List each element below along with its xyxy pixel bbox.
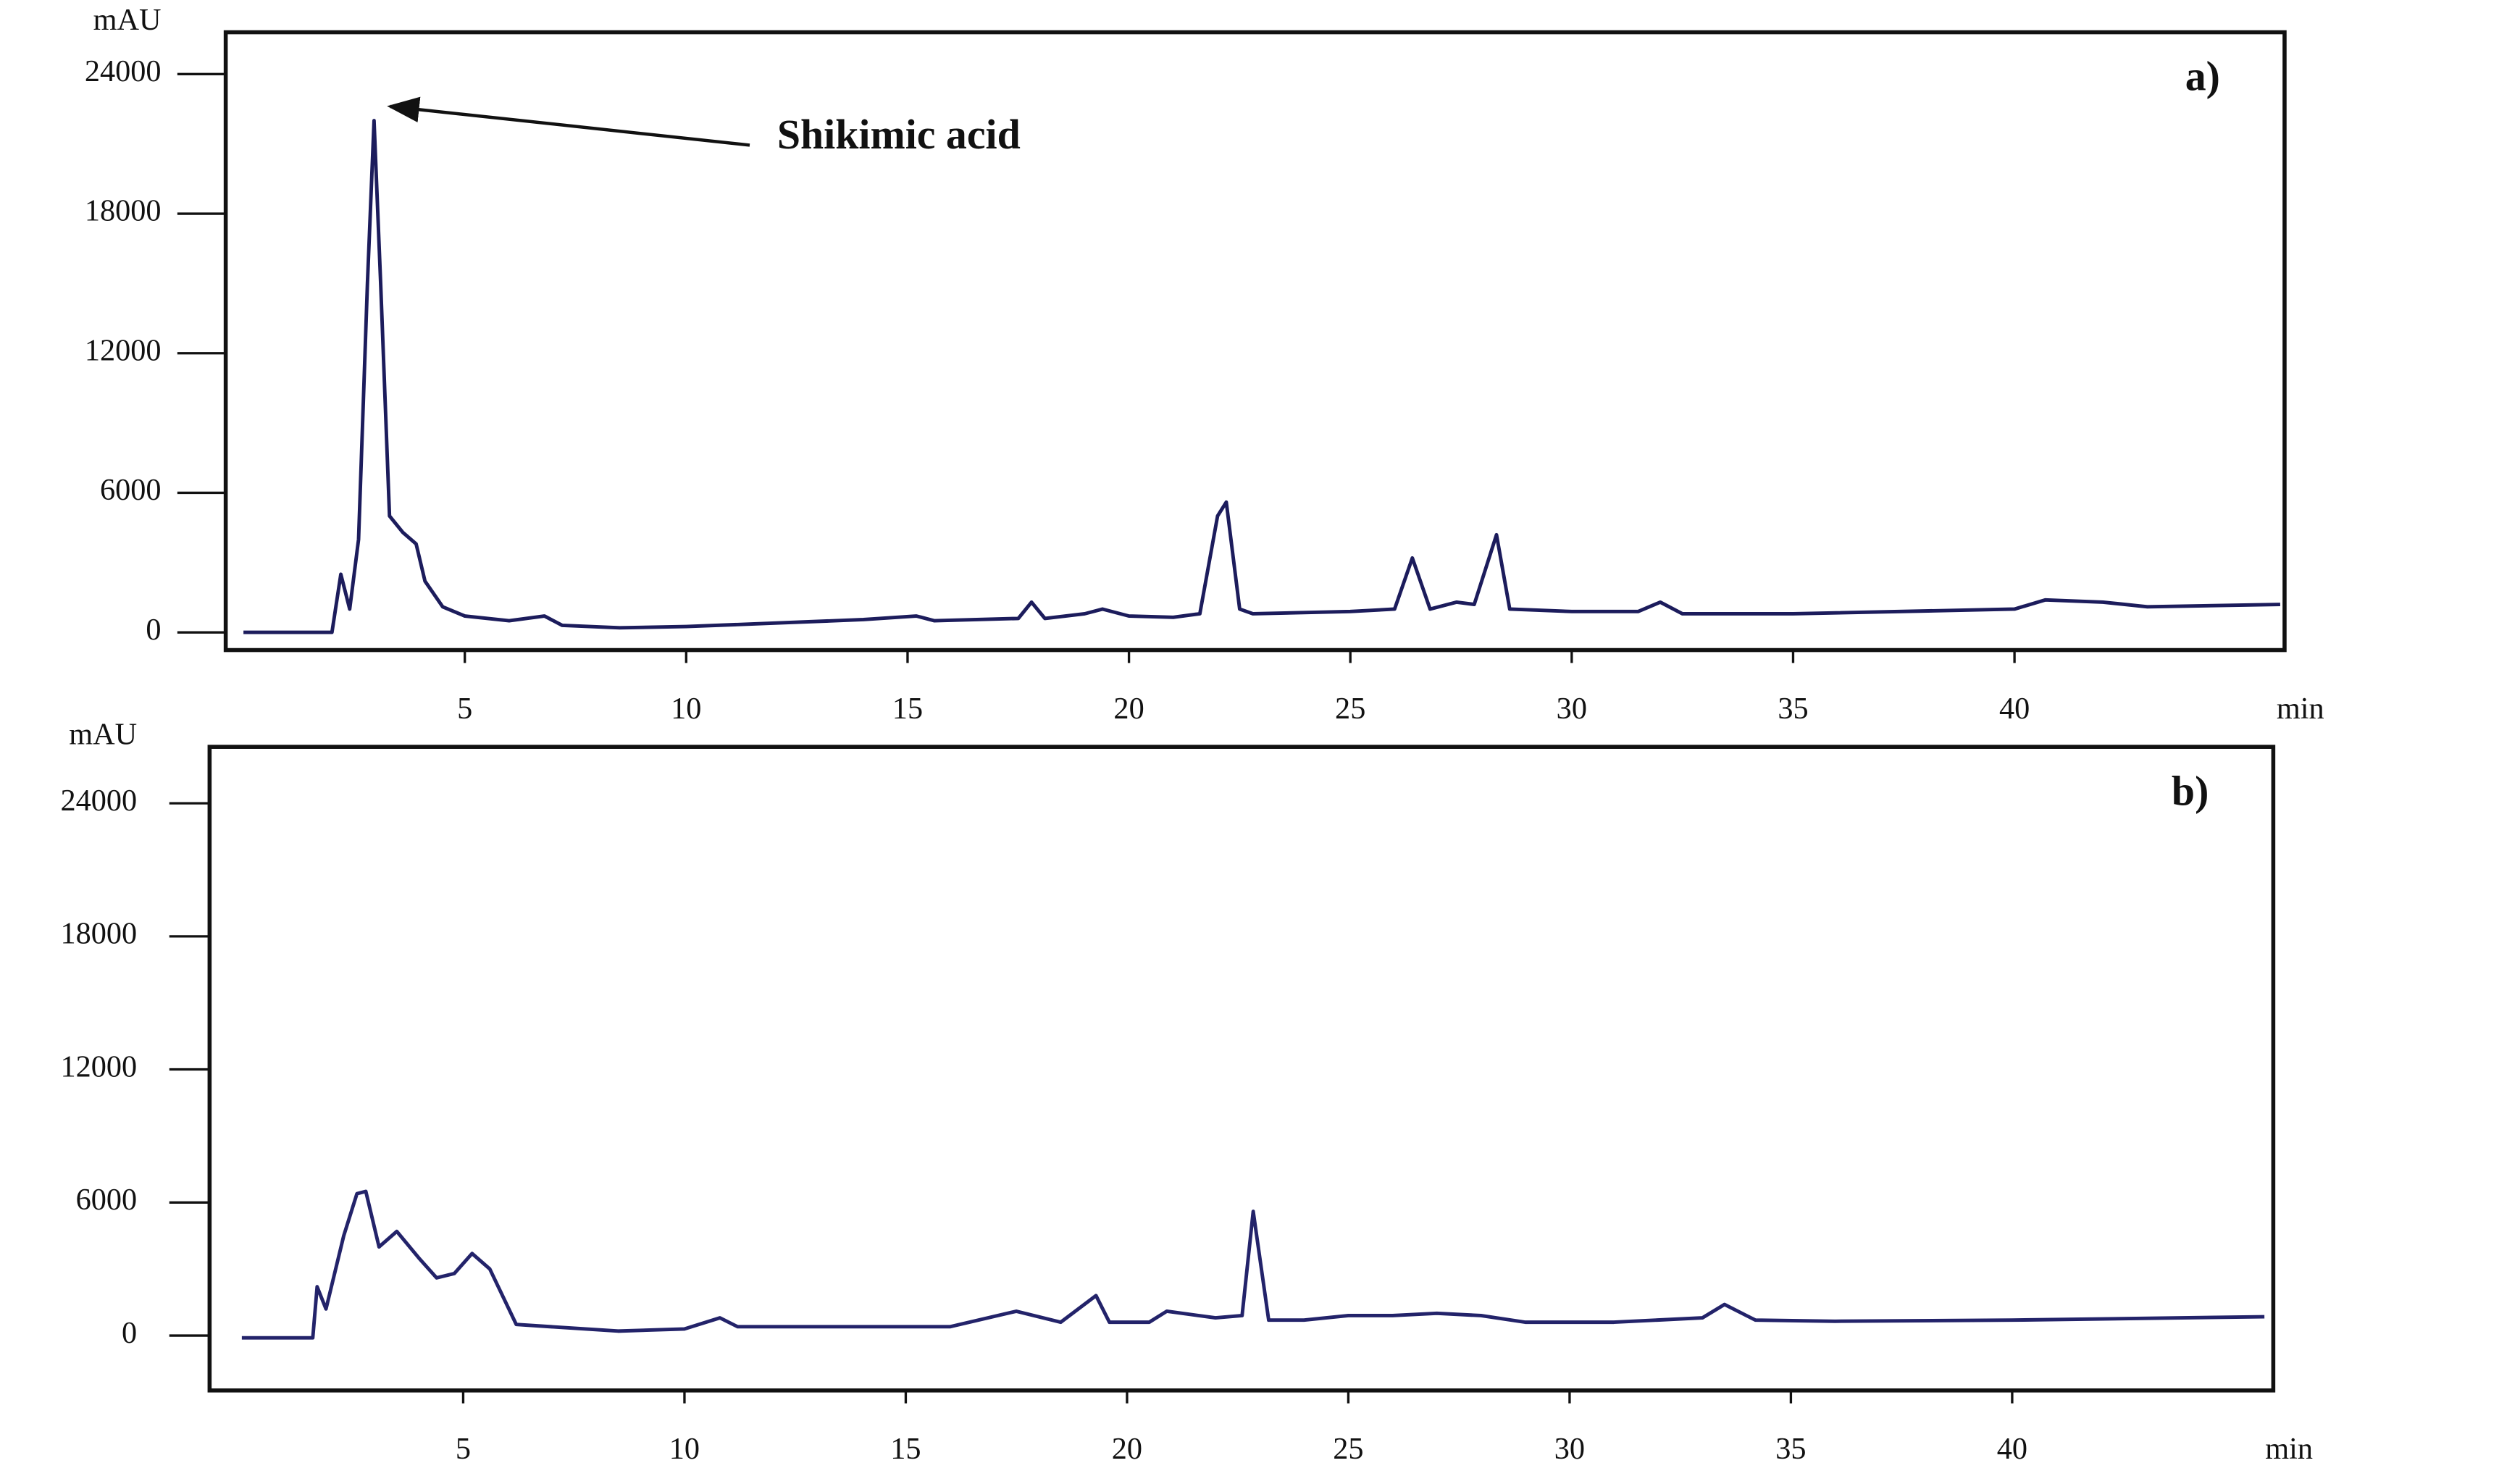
y-tick-label: 12000 <box>85 333 162 367</box>
chromatogram-line <box>243 119 2281 634</box>
plot-frame <box>207 745 2276 1393</box>
annotation: Shikimic acid <box>777 111 1021 158</box>
x-tick-label: 20 <box>1112 1432 1142 1466</box>
x-tick-label: 30 <box>1554 1432 1585 1466</box>
y-axis-title: mAU <box>69 718 137 752</box>
y-tick-label: 6000 <box>76 1183 138 1217</box>
y-tick-label: 0 <box>146 613 161 647</box>
x-tick-label: 20 <box>1113 692 1144 726</box>
y-tick-label: 18000 <box>85 194 162 228</box>
y-tick-label: 24000 <box>60 784 137 818</box>
panel-label: a) <box>2185 53 2220 100</box>
x-tick-label: 5 <box>457 692 472 726</box>
y-tick-label: 12000 <box>60 1049 137 1083</box>
x-tick-label: 25 <box>1333 1432 1363 1466</box>
x-tick-label: 35 <box>1778 692 1808 726</box>
chromatogram-line <box>241 1189 2265 1340</box>
x-axis-title: min <box>2277 692 2324 726</box>
y-tick-label: 6000 <box>100 473 162 507</box>
y-tick-label: 0 <box>122 1316 137 1350</box>
y-axis-title: mAU <box>93 3 162 37</box>
plot-frame <box>223 30 2287 653</box>
x-tick-label: 40 <box>1999 692 2030 726</box>
x-tick-label: 10 <box>671 692 701 726</box>
annotation-arrow <box>387 96 750 147</box>
x-tick-label: 30 <box>1557 692 1587 726</box>
y-tick-label: 24000 <box>85 54 162 88</box>
x-tick-label: 5 <box>456 1432 471 1466</box>
panel-label: b) <box>2172 767 2209 814</box>
x-tick-label: 35 <box>1775 1432 1806 1466</box>
x-tick-label: 10 <box>669 1432 700 1466</box>
x-tick-label: 15 <box>890 1432 921 1466</box>
x-tick-label: 40 <box>1997 1432 2027 1466</box>
x-axis-title: min <box>2265 1432 2313 1466</box>
y-tick-label: 18000 <box>60 917 137 951</box>
x-tick-label: 15 <box>892 692 923 726</box>
x-tick-label: 25 <box>1335 692 1365 726</box>
